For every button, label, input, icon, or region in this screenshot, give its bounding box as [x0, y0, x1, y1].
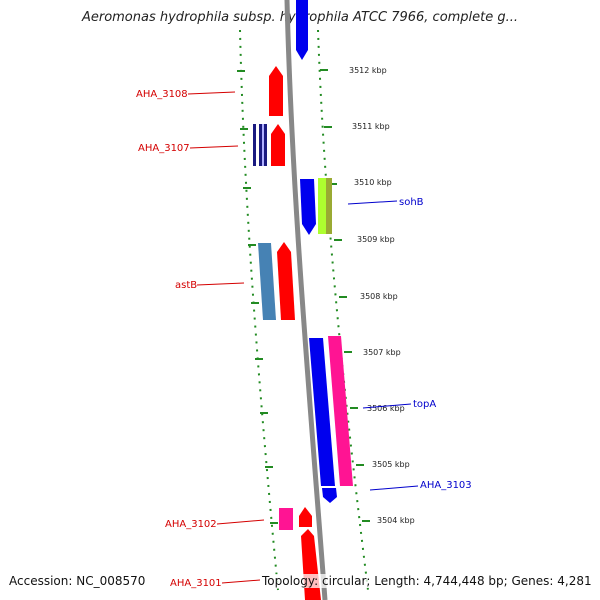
gene-label-aha3101[interactable]: AHA_3101 — [170, 578, 222, 589]
feature-aha3102-red[interactable] — [299, 507, 312, 527]
feature-aha3103[interactable] — [322, 488, 337, 503]
feature-blue-top[interactable] — [296, 0, 308, 60]
feature-sohb-lime[interactable] — [318, 178, 332, 234]
gene-label-aha3103[interactable]: AHA_3103 — [420, 480, 472, 491]
gene-label-topa[interactable]: topA — [413, 399, 436, 410]
feature-aha3108[interactable] — [269, 66, 283, 116]
gene-label-aha3107[interactable]: AHA_3107 — [138, 143, 190, 154]
outer-dotted-ring — [317, 29, 369, 591]
gene-label-aha3102[interactable]: AHA_3102 — [165, 519, 217, 530]
gene-label-aha3108[interactable]: AHA_3108 — [136, 89, 188, 100]
backbone-line — [284, 0, 328, 600]
map-footer: Accession: NC_008570 Topology: circular;… — [0, 571, 600, 593]
scale-label: 3505 kbp — [372, 460, 410, 469]
scale-label: 3512 kbp — [349, 66, 387, 75]
feature-astb-steel[interactable] — [258, 243, 276, 320]
feature-aha3107-red[interactable] — [271, 124, 285, 166]
feature-aha3107-multi[interactable] — [253, 124, 267, 166]
scale-label: 3507 kbp — [363, 348, 401, 357]
topology-text: Topology: circular; Length: 4,744,448 bp… — [262, 574, 592, 588]
scale-label: 3508 kbp — [360, 292, 398, 301]
accession-text: Accession: NC_008570 — [9, 574, 146, 588]
leader-lines — [187, 91, 419, 584]
scale-label: 3504 kbp — [377, 516, 415, 525]
feature-aha3102-pink[interactable] — [279, 508, 293, 530]
gene-label-astb[interactable]: astB — [175, 280, 197, 291]
inner-ring-ticks — [237, 70, 278, 524]
scale-label: 3506 kbp — [367, 404, 405, 413]
feature-astb-red[interactable] — [277, 242, 295, 320]
inner-dotted-ring — [239, 29, 279, 591]
scale-label: 3511 kbp — [352, 122, 390, 131]
feature-topa-blue[interactable] — [309, 338, 335, 486]
feature-sohb-blue[interactable] — [300, 179, 316, 235]
scale-label: 3509 kbp — [357, 235, 395, 244]
feature-topa-pink[interactable] — [328, 336, 353, 486]
scale-label: 3510 kbp — [354, 178, 392, 187]
gene-label-sohb[interactable]: sohB — [399, 197, 424, 208]
